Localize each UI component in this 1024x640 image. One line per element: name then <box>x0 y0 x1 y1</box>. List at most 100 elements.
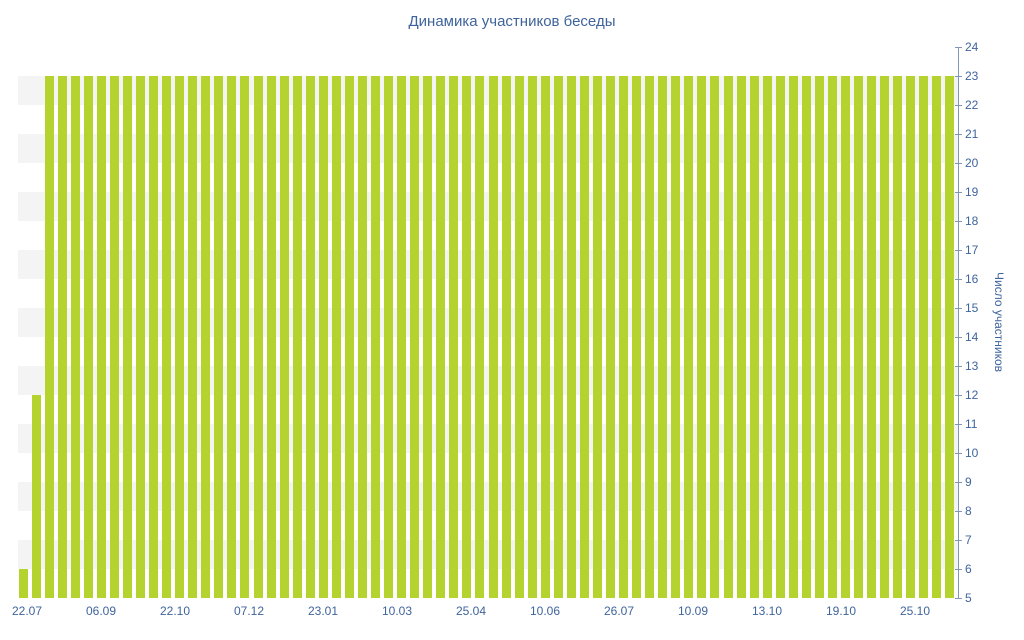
y-tick-label: 6 <box>965 562 972 576</box>
bar <box>214 76 224 598</box>
bar <box>357 76 367 598</box>
y-axis-tick <box>955 482 962 483</box>
y-tick-label: 22 <box>965 98 979 112</box>
bar <box>344 76 354 598</box>
bar <box>801 76 811 598</box>
bar <box>253 76 263 598</box>
bar <box>606 76 615 598</box>
bar <box>501 76 511 598</box>
bar <box>788 76 798 598</box>
bar <box>397 76 407 598</box>
bar <box>579 76 589 598</box>
bar <box>83 76 93 598</box>
bar <box>462 76 472 598</box>
bar <box>893 76 903 598</box>
chart-title: Динамика участников беседы <box>408 13 616 30</box>
bar <box>710 76 720 598</box>
y-axis-tick <box>955 105 962 106</box>
y-axis-tick <box>955 76 962 77</box>
bar <box>436 76 446 598</box>
y-tick-label: 17 <box>965 243 979 257</box>
y-axis-tick <box>955 279 962 280</box>
y-tick-label: 16 <box>965 272 979 286</box>
y-tick-label: 12 <box>965 388 979 402</box>
bar <box>410 76 420 598</box>
bar <box>188 76 198 598</box>
y-axis-tick <box>955 540 962 541</box>
y-axis-tick <box>955 308 962 309</box>
bar <box>867 76 877 598</box>
bar <box>449 76 459 598</box>
bar <box>162 76 172 598</box>
bar <box>18 569 28 598</box>
bar <box>775 76 785 598</box>
bar <box>475 76 485 598</box>
bar <box>658 76 668 598</box>
bar <box>122 76 132 598</box>
bar <box>827 76 837 598</box>
x-tick-label: 06.09 <box>85 604 117 618</box>
y-axis-tick <box>955 598 962 599</box>
bar <box>919 76 929 598</box>
bar <box>292 76 302 598</box>
x-tick-label: 07.12 <box>233 604 265 618</box>
y-axis-line <box>955 47 962 599</box>
bar <box>318 76 328 598</box>
bar <box>96 76 106 598</box>
bar <box>527 76 537 598</box>
plot-area <box>18 47 958 598</box>
y-tick-label: 9 <box>965 475 972 489</box>
bar <box>945 76 955 598</box>
y-tick-label: 8 <box>965 504 972 518</box>
x-tick-label: 22.10 <box>159 604 191 618</box>
bar <box>749 76 759 598</box>
x-tick-label: 19.10 <box>825 604 857 618</box>
bar <box>645 76 655 598</box>
x-tick-label: 22.07 <box>11 604 43 618</box>
x-tick-label: 25.10 <box>899 604 931 618</box>
bar <box>44 76 54 598</box>
y-axis-title: Число участников <box>992 272 1006 373</box>
bar <box>331 76 341 598</box>
bar <box>57 76 67 598</box>
y-tick-label: 7 <box>965 533 972 547</box>
y-tick-label: 20 <box>965 156 979 170</box>
bar <box>841 76 850 598</box>
bar <box>814 76 824 598</box>
bar <box>136 76 145 598</box>
y-tick-label: 24 <box>965 40 979 54</box>
bar <box>736 76 746 598</box>
y-tick-label: 11 <box>965 417 978 431</box>
x-tick-label: 25.04 <box>455 604 487 618</box>
bar <box>553 76 563 598</box>
bar <box>684 76 694 598</box>
bar <box>880 76 890 598</box>
y-axis-tick <box>955 424 962 425</box>
bar <box>201 76 211 598</box>
y-tick-label: 21 <box>965 127 979 141</box>
bar <box>697 76 707 598</box>
bar <box>854 76 864 598</box>
y-tick-label: 13 <box>965 359 979 373</box>
x-tick-label: 13.10 <box>751 604 783 618</box>
x-tick-label: 10.09 <box>677 604 709 618</box>
y-axis-tick <box>955 453 962 454</box>
y-axis-tick <box>955 337 962 338</box>
bar <box>305 76 315 598</box>
y-tick-label: 23 <box>965 69 979 83</box>
bar <box>109 76 119 598</box>
bar <box>240 76 250 598</box>
y-axis-tick <box>955 221 962 222</box>
bar <box>371 76 380 598</box>
y-axis-tick <box>955 192 962 193</box>
x-tick-label: 10.06 <box>529 604 561 618</box>
bar <box>175 76 185 598</box>
bar <box>266 76 276 598</box>
y-tick-label: 18 <box>965 214 979 228</box>
y-axis-tick <box>955 366 962 367</box>
x-tick-label: 26.07 <box>603 604 635 618</box>
y-tick-label: 5 <box>965 591 972 605</box>
bar <box>723 76 733 598</box>
y-tick-label: 15 <box>965 301 979 315</box>
